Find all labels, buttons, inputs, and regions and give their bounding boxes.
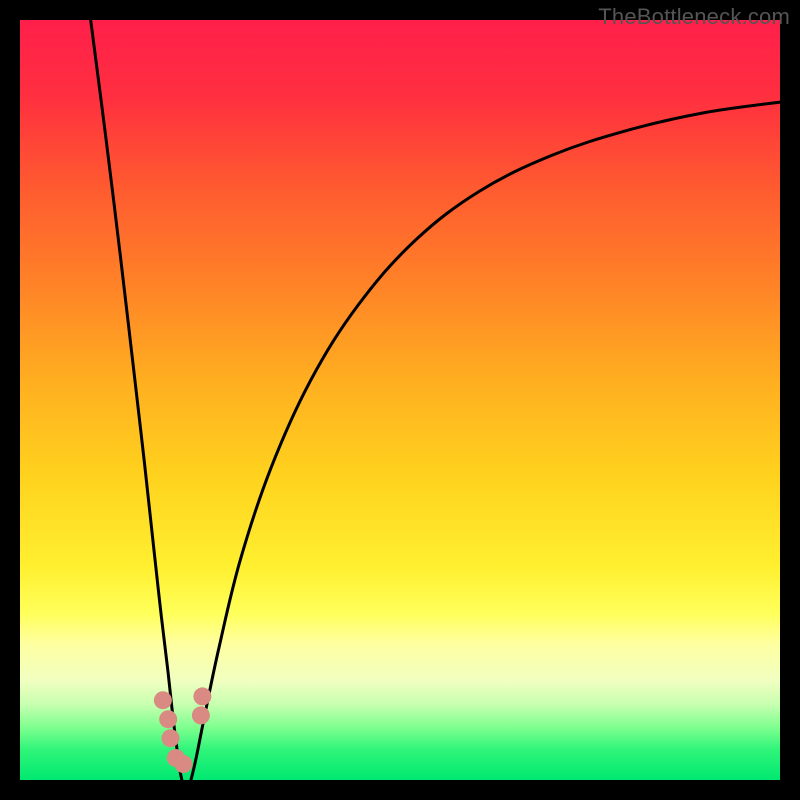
chart-stage: TheBottleneck.com	[0, 0, 800, 800]
chart-background	[20, 20, 780, 780]
data-point	[193, 687, 211, 705]
data-point	[159, 710, 177, 728]
data-point	[174, 755, 192, 773]
data-point	[192, 706, 210, 724]
data-point	[154, 691, 172, 709]
chart-svg	[0, 0, 800, 800]
data-point	[161, 729, 179, 747]
watermark-text: TheBottleneck.com	[598, 4, 790, 30]
